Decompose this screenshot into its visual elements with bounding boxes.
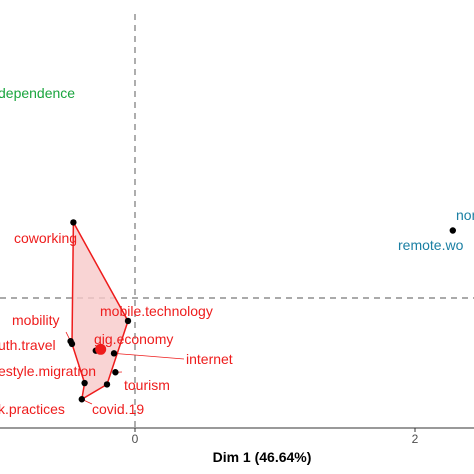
point-nomad bbox=[449, 227, 456, 234]
x-tick-label: 2 bbox=[412, 432, 419, 446]
data-points bbox=[67, 219, 456, 403]
label-tourism: tourism bbox=[124, 377, 170, 393]
red-cluster-centroid bbox=[95, 343, 107, 355]
point-coworking bbox=[70, 219, 77, 226]
label-coworking: coworking bbox=[14, 230, 77, 246]
point-internet bbox=[110, 350, 118, 357]
point-mobile-technology bbox=[124, 317, 132, 325]
label-nomad: noma bbox=[456, 207, 474, 223]
label-lifestyle-migration: estyle.migration bbox=[0, 363, 96, 379]
connector-internet bbox=[113, 352, 185, 360]
label-gig-economy: gig.economy bbox=[94, 331, 173, 347]
label-independence: dependence bbox=[0, 85, 75, 101]
label-internet: internet bbox=[186, 351, 233, 367]
label-remote-work: remote.wo bbox=[398, 237, 464, 253]
label-youth-travel: uth.travel bbox=[0, 337, 56, 353]
x-tick-label: 0 bbox=[132, 432, 139, 446]
label-mobile-technology: mobile.technology bbox=[100, 303, 213, 319]
point-covid-19 bbox=[78, 396, 86, 403]
label-covid-19: covid.19 bbox=[92, 401, 144, 417]
point-lifestyle-migration bbox=[112, 369, 119, 376]
point-youth-travel bbox=[68, 340, 76, 348]
label-work-practices: k.practices bbox=[0, 401, 65, 417]
x-axis-title: Dim 1 (46.64%) bbox=[213, 449, 312, 465]
point-work-practices bbox=[81, 379, 88, 387]
point-tourism bbox=[103, 381, 111, 388]
label-mobility: mobility bbox=[12, 312, 59, 328]
